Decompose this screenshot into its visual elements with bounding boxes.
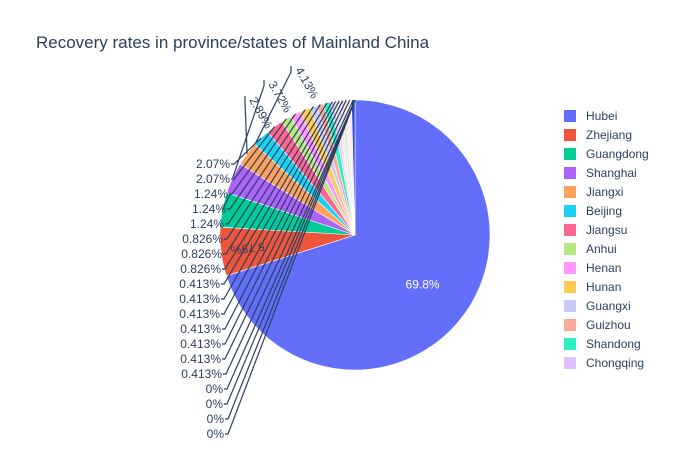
legend-swatch xyxy=(564,356,576,369)
slice-label-segment-19: 0.413% xyxy=(180,352,221,366)
slice-label-segment-22: 0% xyxy=(206,397,224,411)
leader-line-hunan xyxy=(225,109,306,225)
legend-swatch xyxy=(564,147,576,160)
legend-item-shandong[interactable]: Shandong xyxy=(560,334,649,353)
legend-swatch xyxy=(564,223,576,236)
legend-label: Henan xyxy=(586,260,622,275)
legend-swatch xyxy=(564,204,576,217)
leader-line-segment-19 xyxy=(222,99,351,360)
slice-label-guangxi: 0.826% xyxy=(182,232,223,246)
legend-item-jiangxi[interactable]: Jiangxi xyxy=(560,182,649,201)
leader-line-henan xyxy=(227,113,297,210)
legend-label: Guangdong xyxy=(586,146,649,161)
slice-label-chongqing: 0.413% xyxy=(179,277,220,291)
legend-label: Zhejiang xyxy=(586,127,633,142)
slice-label-guangdong: 4.13% xyxy=(292,65,321,102)
pie-slice-hubei[interactable] xyxy=(225,99,491,371)
slice-label-segment-20: 0.413% xyxy=(181,367,222,381)
chart-title: Recovery rates in province/states of Mai… xyxy=(36,33,430,52)
slice-label-guizhou: 0.826% xyxy=(181,247,222,261)
slice-label-segment-23: 0% xyxy=(207,412,225,426)
legend-item-henan[interactable]: Henan xyxy=(560,258,649,277)
slice-label-hubei: 69.8% xyxy=(406,277,440,291)
slice-label-beijing: 2.07% xyxy=(196,157,230,171)
slice-label-jiangsu: 2.07% xyxy=(196,172,230,186)
slice-label-segment-17: 0.413% xyxy=(180,322,221,336)
leader-line-chongqing xyxy=(221,101,333,285)
legend-item-chongqing[interactable]: Chongqing xyxy=(560,353,649,372)
legend-item-beijing[interactable]: Beijing xyxy=(560,201,649,220)
legend-item-guizhou[interactable]: Guizhou xyxy=(560,315,649,334)
leader-line-guizhou xyxy=(223,104,321,255)
legend-label: Hunan xyxy=(586,279,622,294)
leader-line-shandong xyxy=(222,102,328,270)
legend-label: Hubei xyxy=(586,108,618,123)
leader-line-jiangxi xyxy=(244,96,248,154)
slice-label-henan: 1.24% xyxy=(192,202,226,216)
legend-swatch xyxy=(564,128,576,141)
legend-label: Anhui xyxy=(586,241,617,256)
legend-swatch xyxy=(564,166,576,179)
slice-label-segment-16: 0.413% xyxy=(179,307,220,321)
legend-swatch xyxy=(564,337,576,350)
legend-label: Shandong xyxy=(586,336,641,351)
slice-label-shandong: 0.826% xyxy=(180,262,221,276)
leader-line-jiangsu xyxy=(231,126,275,180)
leader-line-segment-23 xyxy=(225,99,356,420)
legend-swatch xyxy=(564,109,576,122)
legend-label: Jiangxi xyxy=(586,184,624,199)
legend-item-hubei[interactable]: Hubei xyxy=(560,106,649,125)
legend-swatch xyxy=(564,261,576,274)
slice-label-segment-15: 0.413% xyxy=(179,292,220,306)
legend-item-guangdong[interactable]: Guangdong xyxy=(560,144,649,163)
slice-label-segment-18: 0.413% xyxy=(180,337,221,351)
legend-label: Chongqing xyxy=(586,355,645,370)
legend: Hubei Zhejiang Guangdong Shanghai Jiangxi Bei… xyxy=(560,106,649,372)
leader-line-shanghai xyxy=(232,80,265,179)
legend-label: Guizhou xyxy=(586,317,631,332)
slice-label-shanghai: 3.72% xyxy=(265,79,294,116)
leader-line-segment-17 xyxy=(222,100,344,330)
legend-swatch xyxy=(564,280,576,293)
leader-line-anhui xyxy=(229,118,287,195)
leader-line-segment-16 xyxy=(221,100,340,315)
legend-item-jiangsu[interactable]: Jiangsu xyxy=(560,220,649,239)
slice-label-hunan: 1.24% xyxy=(190,217,224,231)
slice-label-anhui: 1.24% xyxy=(194,187,228,201)
slice-label-segment-21: 0% xyxy=(206,382,224,396)
legend-swatch xyxy=(564,185,576,198)
legend-label: Jiangsu xyxy=(586,222,628,237)
legend-item-hunan[interactable]: Hunan xyxy=(560,277,649,296)
leader-line-segment-21 xyxy=(224,99,356,390)
leader-line-segment-20 xyxy=(223,99,354,375)
legend-swatch xyxy=(564,242,576,255)
leader-line-segment-18 xyxy=(222,100,347,345)
legend-item-shanghai[interactable]: Shanghai xyxy=(560,163,649,182)
legend-item-zhejiang[interactable]: Zhejiang xyxy=(560,125,649,144)
leader-line-guangxi xyxy=(224,106,314,240)
slice-label-segment-24: 0% xyxy=(207,427,225,441)
legend-swatch xyxy=(564,299,576,312)
legend-label: Beijing xyxy=(586,203,623,218)
legend-item-anhui[interactable]: Anhui xyxy=(560,239,649,258)
leader-line-beijing xyxy=(231,137,262,165)
leader-line-segment-22 xyxy=(224,99,356,405)
legend-swatch xyxy=(564,318,576,331)
legend-item-guangxi[interactable]: Guangxi xyxy=(560,296,649,315)
leader-line-segment-24 xyxy=(225,99,356,435)
legend-label: Guangxi xyxy=(586,298,631,313)
leader-line-segment-15 xyxy=(221,101,337,300)
legend-label: Shanghai xyxy=(586,165,637,180)
